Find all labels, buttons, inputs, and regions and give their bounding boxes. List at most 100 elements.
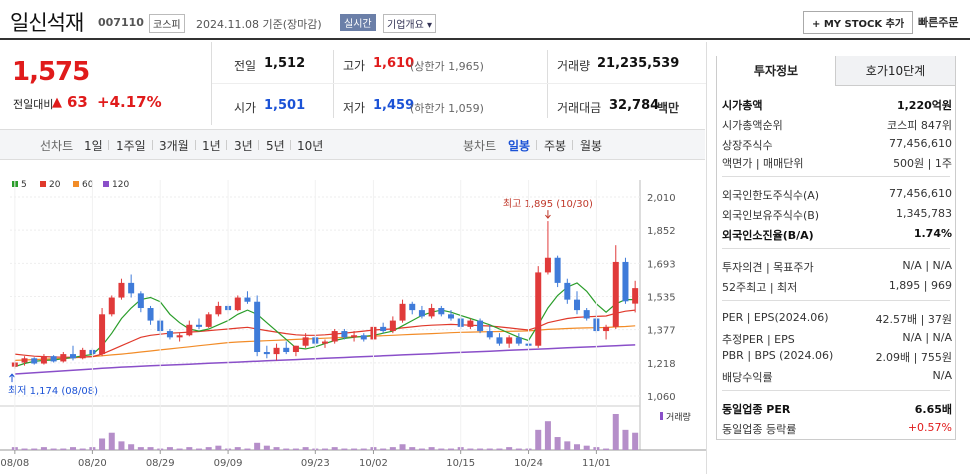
high-label: 고가 [343,59,366,73]
volume-bar [515,448,522,450]
up-triangle-icon: ▲ [52,95,62,110]
tab-1w[interactable]: 1주일 [116,139,146,153]
y-tick-label: 1,060 [647,392,676,403]
candle-body [99,314,106,355]
ma120-line [14,344,636,375]
info-value: 500원 | 1주 [893,157,952,170]
x-tick-label: 11/01 [582,458,611,469]
stock-code: 007110 [98,16,144,29]
line-chart-label: 선차트 [40,139,74,153]
stock-header [0,0,970,40]
tab-investment-info[interactable]: 투자정보 [717,56,835,86]
candle-body [331,331,338,342]
volume-bar [389,447,396,450]
company-overview-dropdown[interactable]: 기업개요 ▾ [383,14,436,33]
candle-body [137,293,144,309]
candle-body [263,352,270,355]
candle-body [583,310,590,319]
tab-separator [290,140,291,150]
current-price: 1,575 [12,57,90,87]
candle-body [302,337,309,346]
tab-3y[interactable]: 3년 [234,139,253,153]
tab-1y[interactable]: 1년 [202,139,221,153]
panel-divider [706,42,707,474]
open-label: 시가 [234,101,257,115]
volume-bar [544,421,551,450]
volume-bar [263,445,270,450]
info-label: 동일업종 등락률 [722,423,797,436]
volume-bar [360,448,367,450]
info-label: 투자의견 | 목표주가 [722,261,814,274]
amount-value: 32,784 [609,98,660,113]
tab-separator [195,140,196,150]
volume-bar [399,444,406,450]
tab-monthly[interactable]: 월봉 [580,139,603,153]
candle-body [21,358,28,363]
volume-bar [486,448,493,450]
info-label: 52주최고 | 최저 [722,281,798,294]
tab-separator [226,140,227,150]
x-tick-label: 09/09 [214,458,243,469]
legend-swatch [40,181,46,187]
tab-separator [258,140,259,150]
x-tick-label: 10/24 [514,458,543,469]
candle-body [486,331,493,338]
volume-label: 거래량 [557,59,591,73]
change-label: 전일대비 [13,98,54,111]
candle-body [418,310,425,317]
tab-daily[interactable]: 일봉 [508,139,531,153]
volume-bar [292,448,299,450]
add-my-stock-button[interactable]: + MY STOCK 추가 [803,11,914,34]
legend-swatch [103,181,109,187]
candle-body [632,288,639,304]
info-divider [722,248,950,249]
stock-name: 일신석재 [10,11,84,35]
info-label: 동일업종 PER [722,403,791,416]
info-value: 1,895 | 969 [888,279,952,292]
realtime-button[interactable]: 실시간 [340,14,376,31]
candle-body [351,335,358,338]
legend-label: 120 [112,180,129,190]
amount-unit: 백만 [657,101,680,115]
volume-bar [506,447,513,450]
volume-label: 거래량 [666,411,691,423]
tab-1d[interactable]: 1일 [84,139,103,153]
volume-bar [467,448,474,450]
volume-bar [166,447,173,450]
volume-bar [195,448,203,450]
high-value: 1,610 [373,56,415,71]
tab-separator [152,140,153,150]
tab-weekly[interactable]: 주봉 [544,139,567,153]
volume-bar [535,429,542,450]
tab-3m[interactable]: 3개월 [159,139,189,153]
candle-body [79,349,86,359]
candle-body [399,303,406,321]
high-arrow-icon [545,210,551,219]
candle-body [244,297,251,302]
quick-order-link[interactable]: 빠른주문 [918,16,959,29]
volume-bar [438,448,445,450]
y-tick-label: 1,218 [647,359,676,370]
x-tick-label: 10/15 [446,458,475,469]
info-label: 액면가 | 매매단위 [722,157,804,170]
volume-bar [147,447,154,450]
candle-body [515,337,522,344]
volume-bar [21,448,28,450]
candle-chart-label: 봉차트 [463,139,497,153]
info-value: N/A | N/A [902,331,952,344]
info-value: 42.57배 | 37원 [875,313,952,326]
candle-body [360,335,367,340]
low-value: 1,459 [373,98,415,113]
ma20-line [14,309,636,358]
volume-bar [50,448,57,450]
info-divider [722,300,950,301]
tab-5y[interactable]: 5년 [266,139,285,153]
info-value: N/A [932,369,952,382]
tab-orderbook[interactable]: 호가10단계 [835,56,955,86]
volume-bar [331,447,338,450]
volume-bar [99,438,106,450]
price-chart[interactable]: 2,010 1,852 1,693 1,535 1,377 1,218 1,060 5 20 60… [0,160,706,474]
y-tick-label: 2,010 [647,193,676,204]
candle-body [40,356,47,364]
tab-10y[interactable]: 10년 [297,139,324,153]
